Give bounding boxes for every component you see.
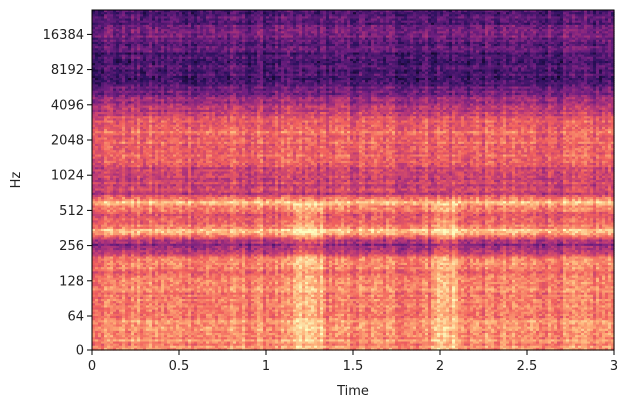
- spectrogram-heatmap: [92, 10, 615, 351]
